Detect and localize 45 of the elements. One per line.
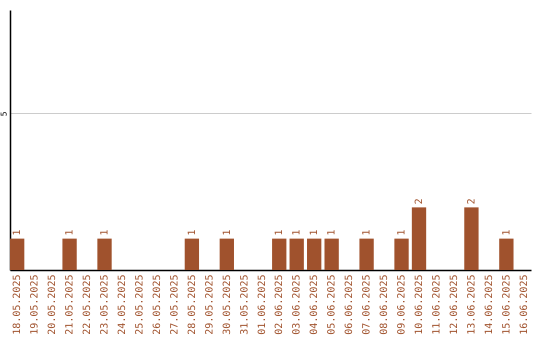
x-tick-label: 31.05.2025 <box>239 274 250 335</box>
x-tick-label: 30.05.2025 <box>222 274 233 335</box>
x-tick-label: 23.05.2025 <box>100 274 111 335</box>
x-tick-label: 04.06.2025 <box>309 274 320 335</box>
x-tick-label: 29.05.2025 <box>204 274 216 335</box>
data-label: 1 <box>64 230 76 236</box>
x-tick-label: 16.06.2025 <box>518 274 530 335</box>
x-tick-label: 09.06.2025 <box>396 274 408 335</box>
x-tick-label: 21.05.2025 <box>64 274 76 335</box>
x-tick-label: 26.05.2025 <box>152 274 163 335</box>
x-tick-label: 11.06.2025 <box>431 274 442 335</box>
data-label: 2 <box>414 198 426 204</box>
data-label: 1 <box>12 230 24 236</box>
x-tick-label: 07.06.2025 <box>362 274 373 335</box>
x-tick-label: 12.06.2025 <box>448 274 460 335</box>
x-tick-label: 24.05.2025 <box>116 274 128 335</box>
data-label: 1 <box>396 230 408 236</box>
data-label: 1 <box>501 230 512 236</box>
x-tick-label: 25.05.2025 <box>134 274 146 335</box>
data-label: 2 <box>466 198 478 204</box>
y-tick-label: 5 <box>0 111 8 116</box>
x-tick-label: 20.05.2025 <box>47 274 58 335</box>
x-tick-label: 13.06.2025 <box>466 274 478 335</box>
x-tick-label: 03.06.2025 <box>292 274 303 335</box>
x-tick-label: 02.06.2025 <box>274 274 286 335</box>
data-label: 1 <box>362 230 373 236</box>
data-label: 1 <box>326 230 338 236</box>
x-tick-label: 08.06.2025 <box>379 274 390 335</box>
x-tick-label: 01.06.2025 <box>256 274 268 335</box>
x-tick-label: 05.06.2025 <box>326 274 338 335</box>
x-tick-label: 28.05.2025 <box>186 274 198 335</box>
x-tick-label: 18.05.2025 <box>12 274 24 335</box>
x-tick-label: 14.06.2025 <box>484 274 495 335</box>
x-tick-label: 19.05.2025 <box>30 274 41 335</box>
x-tick-label: 06.06.2025 <box>344 274 356 335</box>
data-label: 1 <box>186 230 198 236</box>
data-label: 1 <box>274 230 286 236</box>
x-tick-label: 27.05.2025 <box>169 274 180 335</box>
data-label: 1 <box>292 230 303 236</box>
data-label: 1 <box>100 230 111 236</box>
data-label: 1 <box>222 230 233 236</box>
x-tick-label: 22.05.2025 <box>82 274 94 335</box>
x-tick-label: 10.06.2025 <box>414 274 426 335</box>
data-label: 1 <box>309 230 320 236</box>
x-tick-label: 15.06.2025 <box>501 274 512 335</box>
